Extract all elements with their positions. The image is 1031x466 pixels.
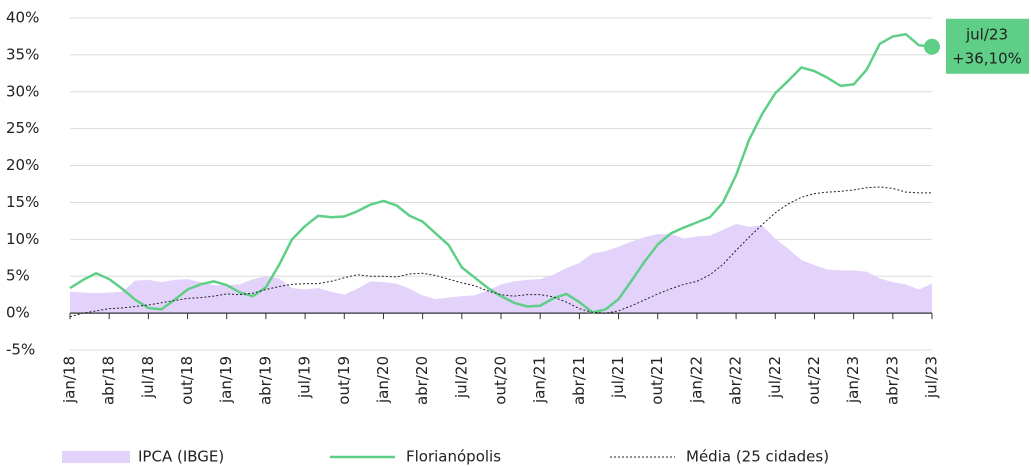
x-tick-label: jul/18 (139, 356, 157, 399)
x-tick-label: jul/22 (766, 356, 784, 399)
annotation-date: jul/23 (965, 25, 1008, 43)
annotation-value: +36,10% (952, 49, 1022, 67)
x-tick-label: abr/21 (570, 356, 588, 405)
y-tick-label: 10% (6, 230, 39, 248)
legend-swatch (62, 451, 130, 463)
line (69, 186, 932, 318)
y-tick-label: 30% (6, 82, 39, 100)
x-tick-label: out/22 (805, 356, 823, 405)
x-tick-label: abr/18 (100, 356, 118, 405)
x-tick-label: jul/23 (923, 356, 941, 399)
x-tick-label: jan/20 (374, 356, 392, 404)
y-tick-label: 15% (6, 193, 39, 211)
x-tick-label: jul/19 (296, 356, 314, 399)
x-tick-label: out/21 (648, 356, 666, 405)
x-tick-label: jan/18 (61, 356, 79, 404)
x-tick-label: jan/19 (217, 356, 235, 404)
x-tick-label: jan/21 (531, 356, 549, 404)
x-tick-label: abr/20 (413, 356, 431, 405)
x-tick-label: jan/22 (687, 356, 705, 404)
y-tick-label: 5% (6, 267, 30, 285)
x-tick-label: out/20 (492, 356, 510, 405)
end-point (924, 38, 940, 55)
area (70, 223, 932, 314)
legend-label: Média (25 cidades) (686, 448, 829, 466)
y-tick-label: 20% (6, 156, 39, 174)
x-tick-label: abr/22 (727, 356, 745, 405)
x-tick-label: out/19 (335, 356, 353, 405)
y-tick-label: 35% (6, 45, 39, 63)
x-tick-label: out/18 (178, 356, 196, 405)
y-tick-label: -5% (6, 341, 35, 359)
legend-label: Florianópolis (406, 448, 501, 466)
x-tick-label: jul/20 (452, 356, 470, 399)
annotation-box (946, 18, 1029, 74)
y-tick-label: 25% (6, 119, 39, 137)
x-tick-label: jan/23 (844, 356, 862, 404)
legend-label: IPCA (IBGE) (138, 448, 224, 466)
x-tick-label: abr/19 (256, 356, 274, 405)
line (69, 32, 933, 314)
x-tick-label: jul/21 (609, 356, 627, 399)
y-tick-label: 40% (6, 9, 39, 27)
y-tick-label: 0% (6, 304, 30, 322)
x-tick-label: abr/23 (883, 356, 901, 405)
